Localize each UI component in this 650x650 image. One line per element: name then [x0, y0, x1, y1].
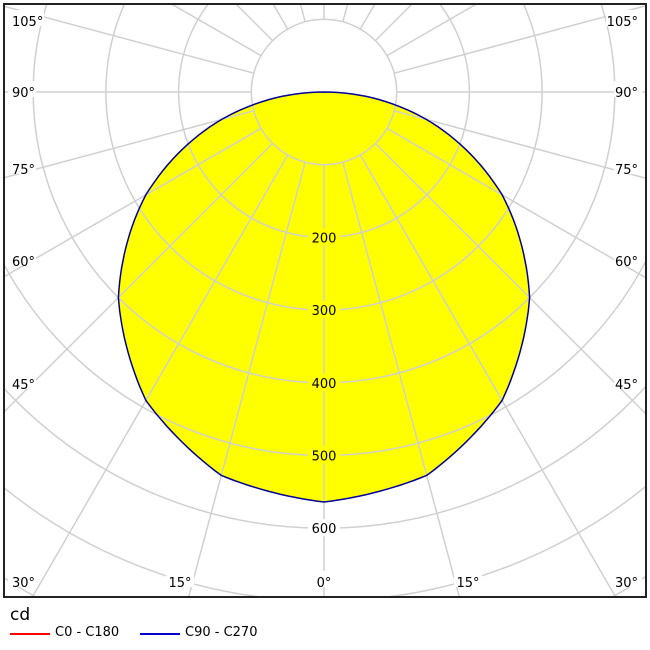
radial-tick-label: 400 — [312, 377, 337, 392]
angle-label-left: 45° — [12, 378, 35, 393]
radial-tick-label: 500 — [312, 450, 337, 465]
legend: cd — [0, 600, 650, 650]
angle-label-right: 60° — [615, 255, 638, 270]
angle-label-left: 60° — [12, 255, 35, 270]
radial-tick-label: 200 — [312, 231, 337, 246]
angle-label-bottom: 15° — [168, 576, 191, 591]
chart-frame — [3, 3, 647, 598]
angle-label-right: 30° — [615, 576, 638, 591]
angle-label-left: 105° — [12, 15, 43, 30]
axis-labels: 200 300 400 500 600 105° 90° 75° 60° 45° 30° 105° 90… — [8, 10, 642, 591]
radial-tick-label: 600 — [312, 522, 337, 537]
legend-label: C0 - C180 — [55, 625, 120, 640]
angle-label-right: 45° — [615, 378, 638, 393]
radial-tick-label: 300 — [312, 304, 337, 319]
angle-label-left: 75° — [12, 163, 35, 178]
angle-label-left: 90° — [12, 86, 35, 101]
unit-label: cd — [10, 605, 31, 625]
legend-label: C90 - C270 — [185, 625, 258, 640]
angle-label-right: 105° — [607, 15, 638, 30]
angle-label-bottom: 0° — [317, 576, 332, 591]
angle-label-right: 75° — [615, 163, 638, 178]
legend-swatch-blue — [140, 633, 180, 635]
polar-intensity-chart: 200 300 400 500 600 105° 90° 75° 60° 45° 30° 105° 90… — [3, 3, 647, 598]
angle-label-right: 90° — [615, 86, 638, 101]
intensity-curve — [117, 91, 531, 503]
angle-label-bottom: 15° — [456, 576, 479, 591]
angle-label-left: 30° — [12, 576, 35, 591]
legend-swatch-red — [10, 633, 50, 635]
